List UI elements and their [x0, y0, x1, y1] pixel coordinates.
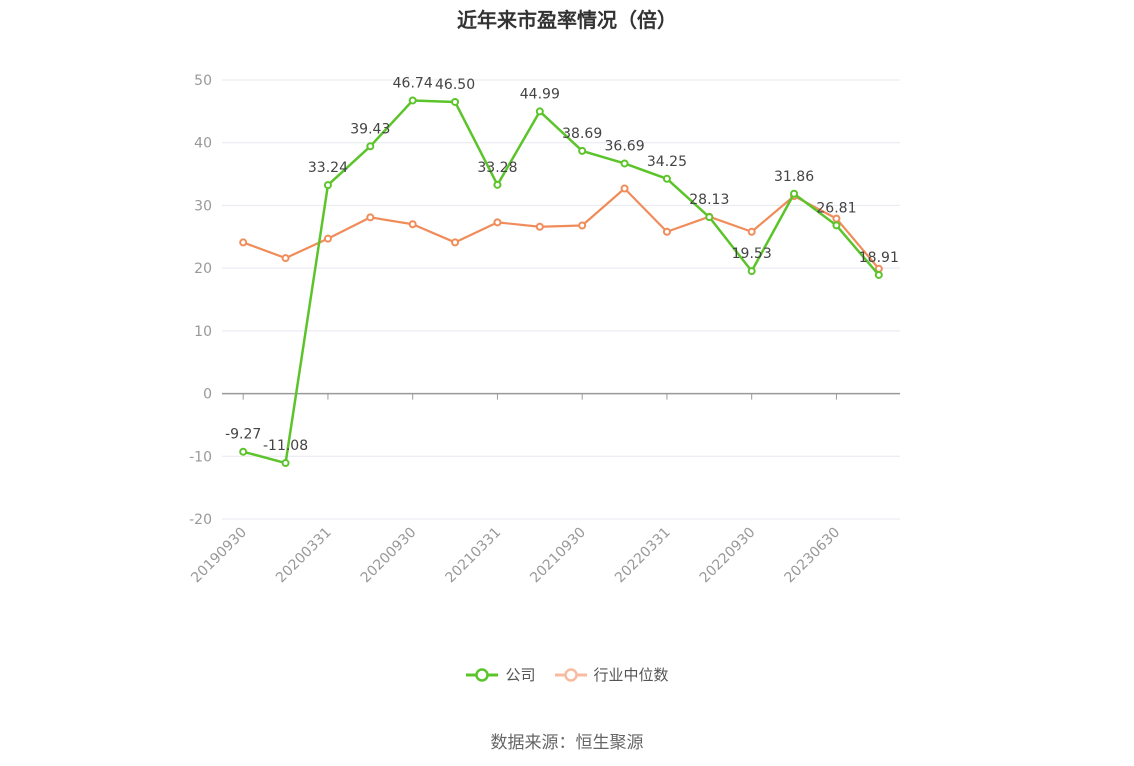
grid-lines	[222, 79, 900, 520]
data-label-company: 46.50	[435, 77, 475, 93]
data-point-company[interactable]	[662, 174, 671, 183]
data-source: 数据来源：恒生聚源	[490, 733, 644, 753]
y-tick-label: 30	[194, 198, 212, 214]
data-label-company: 44.99	[520, 86, 560, 102]
data-point-industry-median[interactable]	[747, 227, 756, 236]
legend-company-marker-icon	[466, 667, 499, 682]
data-point-industry-median[interactable]	[323, 234, 332, 243]
x-tick-label: 20210331	[443, 525, 505, 587]
data-point-company[interactable]	[705, 213, 714, 222]
data-point-industry-median[interactable]	[662, 227, 671, 236]
data-label-company: 38.69	[562, 126, 602, 142]
data-point-company[interactable]	[620, 159, 629, 168]
y-tick-label: 40	[194, 136, 212, 152]
data-point-company[interactable]	[366, 142, 375, 151]
legend-industry-marker-icon	[554, 667, 587, 682]
data-label-company: 34.25	[647, 154, 687, 170]
legend-label-industry-median: 行业中位数	[593, 666, 669, 684]
legend-item-industry-median[interactable]: 行业中位数	[554, 664, 669, 685]
y-tick-label: 0	[203, 387, 212, 403]
data-point-company[interactable]	[451, 97, 460, 106]
data-point-industry-median[interactable]	[451, 238, 460, 247]
x-tick-label: 20200331	[273, 525, 335, 587]
series-line-industry-median	[242, 187, 880, 270]
data-point-industry-median[interactable]	[578, 221, 587, 230]
data-label-company: 19.53	[732, 246, 772, 262]
series-lines	[239, 96, 883, 468]
data-point-company[interactable]	[239, 447, 248, 456]
data-point-industry-median[interactable]	[535, 222, 544, 231]
data-point-company[interactable]	[408, 96, 417, 105]
y-tick-label: -10	[189, 449, 212, 465]
legend-label-company: 公司	[505, 666, 536, 684]
data-point-company[interactable]	[747, 267, 756, 276]
data-label-company: 33.24	[308, 160, 348, 176]
data-label-company: 31.86	[774, 169, 814, 185]
data-point-company[interactable]	[790, 189, 799, 198]
series-line-company	[242, 99, 880, 465]
data-point-company[interactable]	[281, 459, 290, 468]
data-point-industry-median[interactable]	[493, 218, 502, 227]
data-point-industry-median[interactable]	[366, 213, 375, 222]
data-point-company[interactable]	[493, 180, 502, 189]
chart-title: 近年来市盈率情况（倍）	[457, 8, 677, 32]
data-label-company: 26.81	[816, 200, 856, 216]
data-point-industry-median[interactable]	[832, 214, 841, 223]
data-label-company: 39.43	[350, 121, 390, 137]
data-label-company: 28.13	[689, 192, 729, 208]
data-point-industry-median[interactable]	[281, 254, 290, 263]
x-tick-label: 20200930	[358, 525, 420, 587]
data-label-company: 36.69	[605, 138, 645, 154]
legend-item-company[interactable]: 公司	[465, 664, 536, 685]
data-label-company: 18.91	[859, 250, 899, 266]
data-point-company[interactable]	[578, 146, 587, 155]
x-tick-label: 20230630	[782, 525, 844, 587]
data-labels: -9.27-11.08 33.24 39.43 46.74 46.50 33.28 44.9…	[225, 75, 899, 454]
data-label-company: 33.28	[477, 160, 517, 176]
data-point-industry-median[interactable]	[239, 238, 248, 247]
data-label-company: -11.08	[263, 438, 308, 454]
data-point-company[interactable]	[874, 270, 883, 279]
data-label-company: -9.27	[225, 427, 261, 443]
data-label-company: 46.74	[393, 75, 433, 91]
x-tick-label: 20190930	[188, 525, 250, 587]
y-tick-label: 50	[194, 73, 212, 89]
y-tick-label: 20	[194, 261, 212, 277]
legend: 公司 行业中位数	[0, 664, 1134, 685]
x-tick-label: 20210930	[527, 525, 589, 587]
data-point-industry-median[interactable]	[408, 220, 417, 229]
x-tick-label: 20220930	[697, 525, 759, 587]
data-point-company[interactable]	[323, 181, 332, 190]
data-point-company[interactable]	[832, 221, 841, 230]
x-tick-label: 20220331	[612, 525, 674, 587]
data-point-company[interactable]	[535, 107, 544, 116]
y-tick-label: 10	[194, 324, 212, 340]
data-point-industry-median[interactable]	[620, 184, 629, 193]
y-tick-label: -20	[189, 512, 212, 528]
